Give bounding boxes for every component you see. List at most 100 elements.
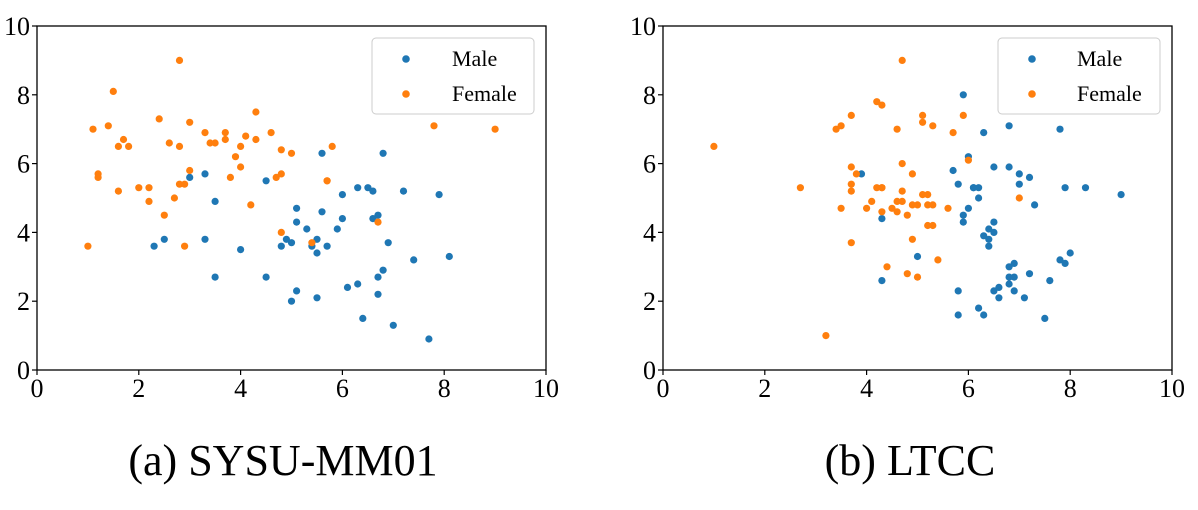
male-point: [318, 208, 326, 216]
y-tick-label: 6: [643, 150, 656, 179]
male-point: [995, 283, 1003, 291]
female-point: [94, 173, 102, 181]
male-point: [1015, 180, 1023, 188]
male-point: [1005, 280, 1013, 288]
male-point: [1117, 191, 1125, 199]
female-point: [252, 108, 260, 116]
male-point: [1010, 273, 1018, 281]
legend-marker-female: [1028, 90, 1036, 98]
female-point: [181, 242, 189, 250]
legend-label-female: Female: [452, 81, 517, 106]
female-point: [242, 132, 250, 140]
x-tick-label: 0: [31, 374, 44, 403]
male-point: [975, 194, 983, 202]
male-point: [990, 287, 998, 295]
male-point: [990, 228, 998, 236]
female-point: [231, 153, 240, 161]
male-point: [995, 294, 1003, 302]
male-point: [369, 187, 377, 195]
male-point: [338, 215, 346, 223]
male-point: [949, 166, 957, 175]
male-point: [1005, 163, 1013, 171]
male-point: [1061, 184, 1069, 192]
female-point: [847, 111, 855, 119]
female-point: [308, 239, 316, 247]
male-point: [1066, 249, 1074, 257]
x-tick-label: 10: [1159, 374, 1185, 403]
male-point: [878, 277, 886, 285]
panel-ltcc: 0 2 4 6 8 10 0 2 4 6 8 10 Male Female (b) LTCC: [630, 12, 1185, 485]
female-point: [186, 166, 194, 175]
female-point: [114, 142, 122, 150]
y-tick-label: 4: [17, 218, 30, 247]
panel-sysu-mm01: 0 2 4 6 8 10 0 2 4 6 8 10 Male Female (a) SYSU-MM0…: [4, 12, 559, 485]
y-axis-ticks: 0 2 4 6 8 10: [4, 12, 37, 385]
female-point: [175, 180, 184, 188]
female-point: [929, 221, 937, 230]
x-tick-label: 2: [132, 374, 145, 403]
male-point: [343, 283, 352, 291]
female-point: [847, 163, 855, 171]
male-point: [975, 184, 983, 192]
male-point: [425, 335, 433, 343]
female-point: [883, 263, 891, 271]
x-tick-label: 8: [438, 374, 451, 403]
female-point: [924, 201, 932, 209]
female-point: [888, 204, 896, 212]
female-point: [959, 111, 967, 119]
female-point: [226, 173, 234, 181]
male-point: [975, 304, 983, 312]
y-tick-label: 0: [17, 356, 30, 385]
female-point: [374, 218, 382, 226]
x-tick-label: 4: [234, 374, 247, 403]
male-point: [980, 232, 988, 240]
female-point: [934, 256, 942, 264]
female-point: [878, 101, 886, 109]
female-point: [863, 204, 871, 212]
male-point: [359, 314, 367, 322]
male-point: [980, 311, 988, 319]
male-points: [150, 149, 453, 343]
female-point: [873, 184, 881, 192]
female-point: [919, 111, 927, 119]
female-point: [898, 160, 906, 168]
legend-label-male: Male: [452, 46, 497, 71]
male-point: [1056, 256, 1064, 264]
male-points: [857, 91, 1125, 322]
female-point: [206, 139, 214, 147]
male-point: [954, 287, 962, 295]
male-point: [293, 204, 301, 212]
chart-title: (a) SYSU-MM01: [128, 436, 437, 485]
female-point: [186, 118, 194, 126]
male-point: [1046, 277, 1054, 285]
female-point: [929, 122, 937, 130]
female-point: [84, 242, 92, 250]
female-point: [868, 197, 876, 205]
female-point: [135, 184, 143, 192]
x-axis-ticks: 0 2 4 6 8 10: [657, 370, 1185, 403]
male-point: [435, 191, 443, 199]
x-tick-label: 6: [336, 374, 349, 403]
legend: Male Female: [997, 37, 1161, 115]
male-point: [237, 246, 245, 254]
y-tick-label: 6: [17, 150, 30, 179]
male-point: [1061, 259, 1069, 267]
y-tick-label: 10: [630, 12, 656, 41]
female-point: [221, 129, 229, 137]
female-point: [89, 125, 97, 133]
female-point: [893, 208, 901, 216]
male-point: [262, 177, 270, 185]
female-point: [181, 180, 189, 188]
female-point: [710, 142, 718, 150]
female-point: [272, 173, 280, 181]
male-point: [954, 311, 962, 319]
legend-label-female: Female: [1077, 81, 1142, 106]
male-point: [293, 287, 301, 295]
female-point: [145, 184, 153, 192]
male-point: [399, 187, 408, 195]
female-point: [878, 184, 886, 192]
male-point: [186, 173, 194, 181]
male-point: [201, 170, 209, 178]
male-point: [1056, 125, 1064, 133]
legend-box: [997, 37, 1161, 115]
